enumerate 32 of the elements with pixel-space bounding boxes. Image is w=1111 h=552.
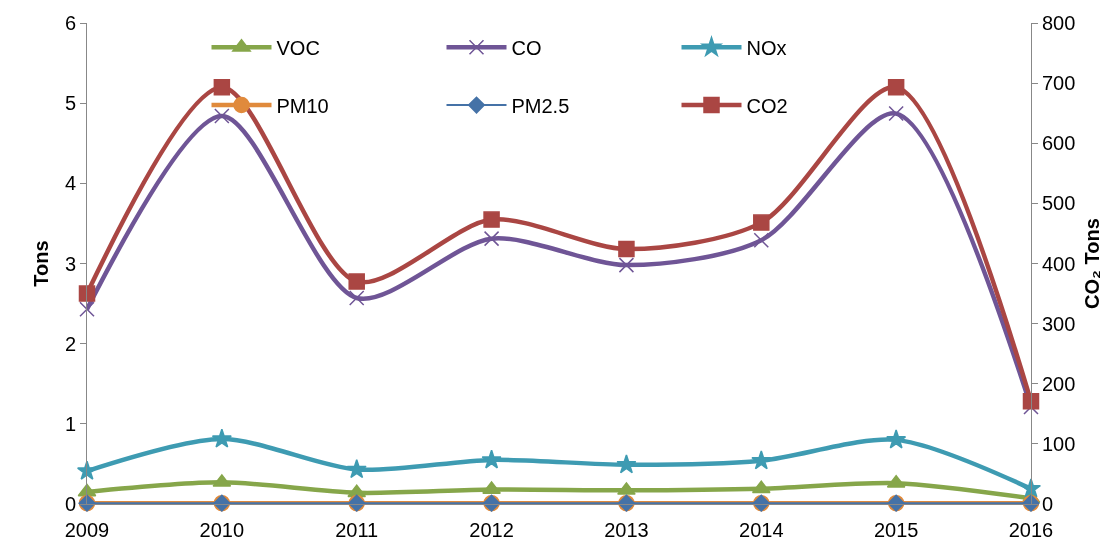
- x-tick-label: 2014: [739, 519, 784, 541]
- legend-label: CO2: [746, 94, 788, 117]
- y2-axis-title: CO₂ Tons: [1080, 218, 1103, 309]
- legend-label: NOx: [746, 37, 787, 60]
- y2-tick-label: 800: [1042, 12, 1076, 34]
- y2-tick-label: 400: [1042, 252, 1076, 275]
- legend-label: PM2.5: [511, 94, 570, 117]
- y2-tick-label: 700: [1042, 72, 1076, 95]
- x-tick-label: 2010: [199, 519, 245, 541]
- y-axis-title: Tons: [30, 240, 53, 287]
- y-tick-label: 4: [64, 172, 76, 195]
- y-tick-label: 1: [64, 412, 76, 435]
- y2-tick-label: 500: [1042, 192, 1076, 215]
- legend-label: VOC: [276, 37, 320, 60]
- y2-tick-label: 300: [1042, 312, 1076, 335]
- legend-label: PM10: [276, 94, 329, 117]
- x-tick-label: 2011: [335, 519, 379, 541]
- y-tick-label: 0: [64, 493, 76, 515]
- y-tick-label: 6: [64, 12, 76, 34]
- legend-label: CO: [511, 37, 542, 60]
- y2-tick-label: 0: [1042, 493, 1054, 515]
- x-tick-label: 2016: [1008, 519, 1054, 541]
- y2-tick-label: 200: [1042, 372, 1076, 395]
- y-tick-label: 3: [64, 252, 76, 275]
- x-tick-label: 2015: [873, 519, 919, 541]
- y2-tick-label: 600: [1042, 132, 1076, 155]
- y2-tick-label: 100: [1042, 432, 1076, 455]
- y-tick-label: 5: [64, 92, 76, 115]
- x-tick-label: 2013: [604, 519, 649, 541]
- y-tick-label: 2: [64, 332, 76, 355]
- x-tick-label: 2012: [469, 519, 514, 541]
- x-tick-label: 2009: [64, 519, 110, 541]
